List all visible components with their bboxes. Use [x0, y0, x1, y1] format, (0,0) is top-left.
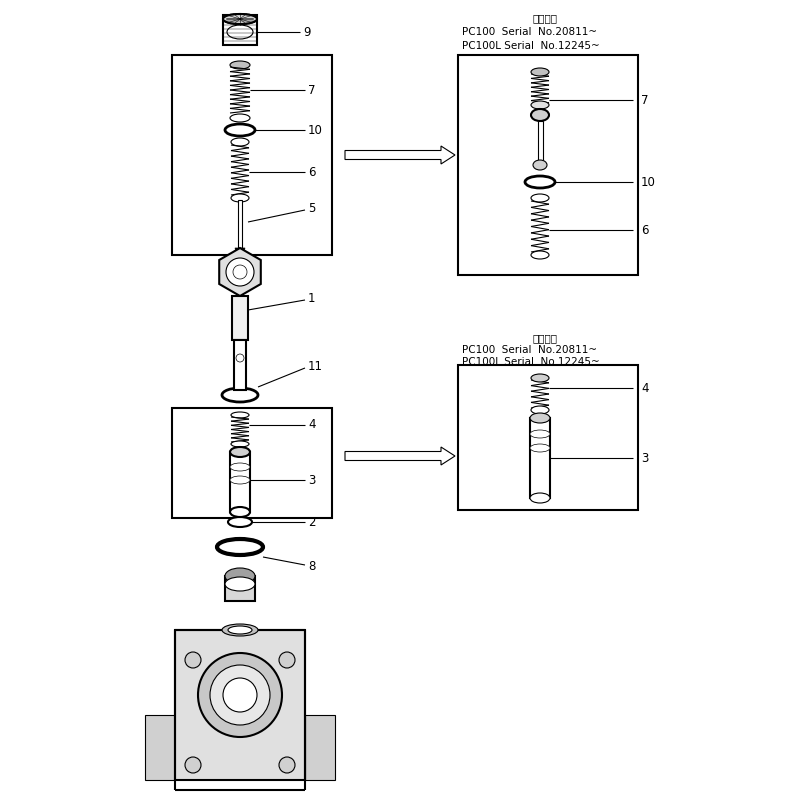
Bar: [172, 408, 332, 518]
Polygon shape: [235, 248, 245, 262]
Ellipse shape: [230, 463, 250, 471]
Ellipse shape: [530, 444, 550, 452]
Ellipse shape: [222, 388, 258, 402]
Circle shape: [223, 678, 257, 712]
Ellipse shape: [217, 539, 263, 555]
Ellipse shape: [531, 374, 549, 382]
Text: 5: 5: [308, 202, 316, 214]
Ellipse shape: [228, 517, 252, 527]
Ellipse shape: [231, 138, 249, 146]
Bar: [458, 365, 638, 510]
Text: 4: 4: [641, 382, 648, 394]
Ellipse shape: [222, 624, 258, 636]
Ellipse shape: [230, 447, 250, 457]
Text: 10: 10: [308, 123, 323, 137]
Ellipse shape: [223, 14, 257, 24]
Bar: [234, 340, 246, 390]
Polygon shape: [220, 248, 260, 296]
Ellipse shape: [225, 568, 255, 584]
Ellipse shape: [531, 251, 549, 259]
Text: 7: 7: [641, 94, 648, 106]
Bar: [238, 200, 242, 248]
Ellipse shape: [231, 194, 249, 202]
Ellipse shape: [230, 114, 250, 122]
Text: 11: 11: [308, 359, 323, 373]
Text: 8: 8: [308, 561, 316, 574]
Polygon shape: [145, 715, 175, 780]
Ellipse shape: [228, 626, 252, 634]
Text: PC100L Serial  No.12245~: PC100L Serial No.12245~: [462, 41, 600, 51]
Bar: [223, 15, 257, 45]
Bar: [530, 418, 550, 498]
Ellipse shape: [530, 430, 550, 438]
Text: 9: 9: [303, 26, 311, 38]
Bar: [458, 55, 638, 275]
Circle shape: [279, 652, 295, 668]
Ellipse shape: [531, 406, 549, 414]
Text: 1: 1: [308, 291, 316, 305]
Ellipse shape: [531, 101, 549, 109]
Circle shape: [279, 757, 295, 773]
Circle shape: [226, 258, 254, 286]
Ellipse shape: [530, 413, 550, 423]
Ellipse shape: [531, 194, 549, 202]
Text: 4: 4: [308, 418, 316, 431]
Text: 適用機種: 適用機種: [533, 333, 557, 343]
Bar: [225, 576, 255, 601]
Ellipse shape: [223, 14, 257, 24]
Ellipse shape: [525, 176, 555, 188]
Circle shape: [198, 653, 282, 737]
Text: 2: 2: [308, 515, 316, 529]
Ellipse shape: [230, 476, 250, 484]
Circle shape: [185, 757, 201, 773]
Ellipse shape: [231, 441, 249, 447]
Circle shape: [185, 652, 201, 668]
Text: 適用機種: 適用機種: [533, 13, 557, 23]
Text: 3: 3: [308, 474, 316, 486]
Circle shape: [233, 265, 247, 279]
Text: PC100  Serial  No.20811~: PC100 Serial No.20811~: [462, 27, 597, 37]
Circle shape: [236, 354, 244, 362]
Ellipse shape: [225, 124, 255, 136]
Text: 3: 3: [641, 451, 648, 465]
Bar: [232, 296, 248, 340]
Polygon shape: [345, 146, 455, 164]
Polygon shape: [305, 715, 335, 780]
Ellipse shape: [533, 160, 547, 170]
Text: 6: 6: [641, 223, 648, 237]
Bar: [172, 55, 332, 255]
Ellipse shape: [231, 412, 249, 418]
Bar: [175, 630, 305, 780]
Text: 7: 7: [308, 83, 316, 97]
Polygon shape: [345, 447, 455, 465]
Circle shape: [210, 665, 270, 725]
Ellipse shape: [230, 507, 250, 517]
Text: 6: 6: [308, 166, 316, 178]
Text: PC100L Serial  No.12245~: PC100L Serial No.12245~: [462, 357, 600, 367]
Bar: [230, 452, 250, 512]
Ellipse shape: [225, 577, 255, 591]
Ellipse shape: [230, 61, 250, 69]
Ellipse shape: [530, 493, 550, 503]
Text: 10: 10: [641, 175, 656, 189]
Ellipse shape: [227, 25, 253, 39]
Ellipse shape: [531, 68, 549, 76]
Text: PC100  Serial  No.20811~: PC100 Serial No.20811~: [462, 345, 597, 355]
Ellipse shape: [531, 109, 549, 121]
Bar: [538, 121, 542, 165]
